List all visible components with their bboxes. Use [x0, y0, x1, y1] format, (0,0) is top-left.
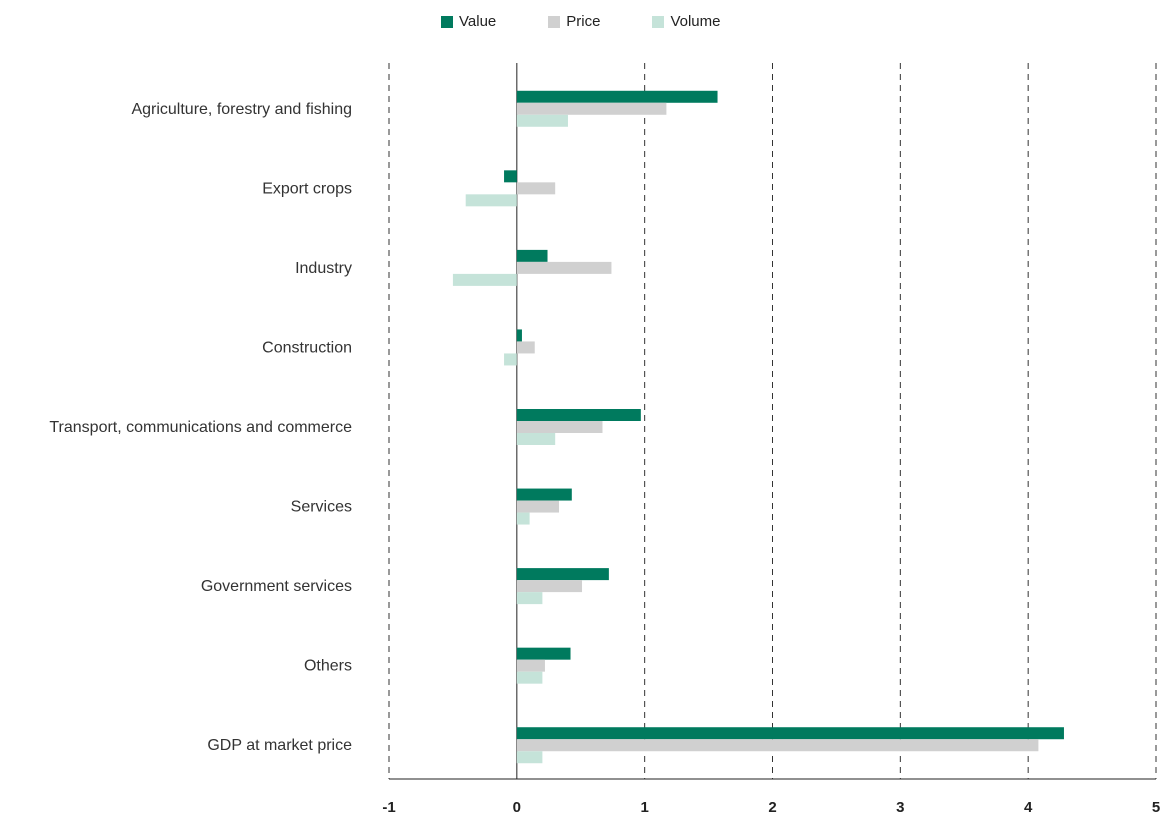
bar-volume-8 — [516, 751, 543, 764]
legend-item-price: Price — [548, 13, 600, 30]
bar-price-6 — [516, 580, 583, 593]
category-label-1: Export crops — [262, 180, 352, 197]
x-tick-label-0: -1 — [382, 799, 395, 816]
bar-volume-6 — [516, 592, 543, 605]
bar-value-5 — [516, 488, 572, 501]
bar-volume-7 — [516, 671, 543, 684]
category-label-0: Agriculture, forestry and fishing — [131, 101, 352, 118]
bar-value-0 — [516, 90, 718, 103]
bar-value-3 — [516, 329, 522, 342]
bar-volume-2 — [452, 273, 517, 286]
bar-value-2 — [516, 249, 548, 262]
bar-value-6 — [516, 568, 609, 581]
x-tick-label-4: 3 — [896, 799, 904, 816]
legend-swatch-price — [548, 15, 561, 28]
category-label-3: Construction — [262, 339, 352, 356]
category-label-7: Others — [304, 658, 352, 675]
legend-label-value: Value — [459, 13, 497, 30]
category-label-6: Government services — [201, 578, 352, 595]
bar-price-8 — [516, 739, 1039, 752]
bar-value-7 — [516, 647, 571, 660]
bar-value-8 — [516, 727, 1064, 740]
x-tick-label-3: 2 — [768, 799, 776, 816]
x-tick-label-1: 0 — [513, 799, 521, 816]
bar-volume-1 — [465, 194, 517, 207]
legend-label-price: Price — [566, 13, 601, 30]
legend: Value Price Volume — [441, 13, 773, 30]
bar-price-7 — [516, 659, 545, 672]
bar-price-4 — [516, 421, 603, 433]
legend-item-volume: Volume — [652, 13, 721, 30]
legend-swatch-volume — [652, 15, 665, 28]
bar-price-5 — [516, 500, 560, 513]
bar-price-3 — [516, 341, 535, 354]
category-label-5: Services — [291, 499, 352, 516]
bar-price-1 — [516, 182, 556, 195]
bar-price-0 — [516, 102, 667, 115]
legend-label-volume: Volume — [670, 13, 721, 30]
category-label-4: Transport, communications and commerce — [49, 419, 352, 436]
category-label-2: Industry — [295, 260, 352, 277]
bar-volume-4 — [516, 433, 556, 445]
bar-value-1 — [504, 170, 517, 183]
bar-value-4 — [516, 409, 641, 421]
x-tick-label-5: 4 — [1024, 799, 1033, 816]
bar-price-2 — [516, 261, 612, 274]
bar-volume-3 — [504, 353, 517, 366]
category-label-8: GDP at market price — [207, 737, 352, 754]
bar-volume-5 — [516, 512, 530, 525]
x-tick-label-6: 5 — [1152, 799, 1160, 816]
legend-item-value: Value — [441, 13, 496, 30]
legend-swatch-value — [441, 15, 453, 28]
x-tick-label-2: 1 — [640, 799, 648, 816]
bar-volume-0 — [516, 114, 568, 127]
